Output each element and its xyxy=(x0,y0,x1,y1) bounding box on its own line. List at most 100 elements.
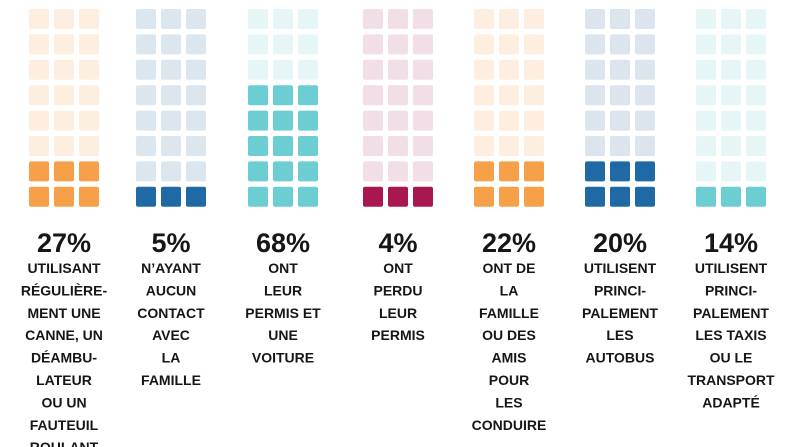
empty-square xyxy=(136,59,156,80)
empty-square xyxy=(696,161,716,182)
filled-square xyxy=(746,186,766,207)
empty-square xyxy=(363,34,383,55)
filled-squares xyxy=(363,186,433,207)
empty-square xyxy=(635,34,655,55)
empty-square xyxy=(721,34,741,55)
empty-square xyxy=(29,34,49,55)
empty-square xyxy=(746,85,766,106)
filled-square xyxy=(248,85,268,106)
filled-square xyxy=(29,161,49,182)
empty-square xyxy=(721,136,741,156)
category-label: MENT UNE xyxy=(27,305,100,321)
empty-square xyxy=(79,110,99,131)
empty-square xyxy=(721,59,741,80)
filled-square xyxy=(186,186,206,207)
category-label: OU DES xyxy=(482,327,536,343)
empty-square xyxy=(29,136,49,156)
empty-square xyxy=(696,110,716,131)
filled-square xyxy=(298,110,318,131)
category-label: FAMILLE xyxy=(479,305,539,321)
category-label: OU LE xyxy=(710,350,753,366)
category-label: POUR xyxy=(489,372,529,388)
filled-square xyxy=(388,186,408,207)
waffle-column xyxy=(696,9,766,207)
empty-square xyxy=(635,136,655,156)
empty-square xyxy=(610,9,630,29)
empty-square xyxy=(186,34,206,55)
empty-square xyxy=(29,110,49,131)
empty-square xyxy=(161,161,181,182)
empty-square xyxy=(363,161,383,182)
empty-square xyxy=(136,161,156,182)
waffle-column xyxy=(474,9,544,207)
percent-label: 4% xyxy=(378,228,417,258)
empty-square xyxy=(363,9,383,29)
empty-square xyxy=(413,136,433,156)
percent-label: 14% xyxy=(704,228,758,258)
category-label: PERMIS xyxy=(371,327,425,343)
filled-square xyxy=(499,186,519,207)
empty-square xyxy=(746,34,766,55)
category-label: RÉGULIÈRE- xyxy=(21,282,108,298)
empty-square xyxy=(413,9,433,29)
filled-square xyxy=(248,136,268,156)
empty-square xyxy=(136,34,156,55)
empty-square xyxy=(54,85,74,106)
empty-square xyxy=(696,9,716,29)
filled-squares xyxy=(29,161,99,207)
filled-square xyxy=(29,186,49,207)
empty-square xyxy=(186,110,206,131)
category-label: ROULANT xyxy=(30,439,99,447)
empty-square xyxy=(524,136,544,156)
empty-square xyxy=(635,85,655,106)
empty-square xyxy=(746,161,766,182)
empty-square xyxy=(54,9,74,29)
category-label: CONTACT xyxy=(137,305,205,321)
category-label: CANNE, UN xyxy=(25,327,103,343)
empty-square xyxy=(696,136,716,156)
empty-square xyxy=(474,136,494,156)
empty-square xyxy=(29,85,49,106)
category-label: PALEMENT xyxy=(582,305,658,321)
filled-square xyxy=(363,186,383,207)
filled-square xyxy=(273,161,293,182)
empty-square xyxy=(79,85,99,106)
empty-square xyxy=(635,9,655,29)
filled-squares xyxy=(248,85,318,207)
filled-square xyxy=(298,136,318,156)
empty-square xyxy=(388,9,408,29)
empty-square xyxy=(610,136,630,156)
empty-square xyxy=(499,59,519,80)
empty-square xyxy=(413,34,433,55)
empty-square xyxy=(79,34,99,55)
percent-label: 27% xyxy=(37,228,91,258)
empty-square xyxy=(721,161,741,182)
filled-square xyxy=(273,136,293,156)
empty-square xyxy=(136,85,156,106)
category-label: AMIS xyxy=(492,350,527,366)
empty-square xyxy=(474,59,494,80)
empty-square xyxy=(474,110,494,131)
waffle-column xyxy=(363,9,433,207)
empty-square xyxy=(746,110,766,131)
empty-square xyxy=(161,136,181,156)
filled-square xyxy=(136,186,156,207)
filled-square xyxy=(585,161,605,182)
percent-label: 22% xyxy=(482,228,536,258)
empty-square xyxy=(610,34,630,55)
filled-squares xyxy=(136,186,206,207)
empty-square xyxy=(79,9,99,29)
category-label: PALEMENT xyxy=(693,305,769,321)
empty-square xyxy=(363,136,383,156)
percent-label: 5% xyxy=(151,228,190,258)
empty-square xyxy=(363,59,383,80)
empty-square xyxy=(499,136,519,156)
empty-square xyxy=(136,136,156,156)
category-label: LES xyxy=(606,327,633,343)
category-label: PERMIS ET xyxy=(245,305,321,321)
empty-square xyxy=(186,59,206,80)
empty-square xyxy=(413,161,433,182)
percent-label: 20% xyxy=(593,228,647,258)
empty-square xyxy=(186,161,206,182)
